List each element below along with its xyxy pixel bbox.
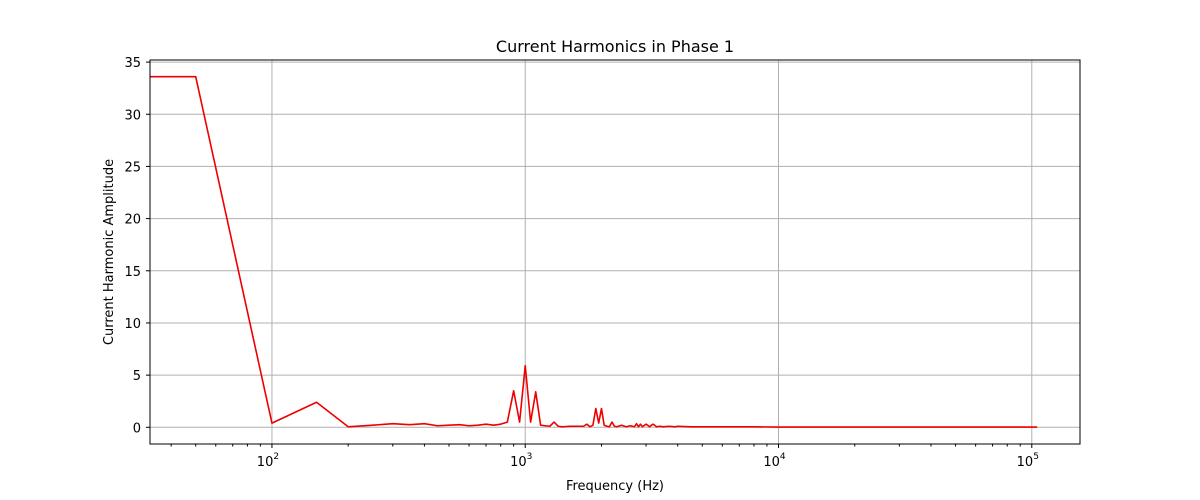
x-tick-label: 102: [257, 452, 279, 470]
y-tick-label: 5: [133, 369, 141, 384]
x-tick-label: 104: [763, 452, 786, 470]
x-tick-base: 10: [510, 455, 527, 470]
plot-frame: [149, 59, 1081, 445]
x-tick-base: 10: [257, 455, 274, 470]
x-tick-label: 103: [510, 452, 532, 470]
y-tick-label: 10: [124, 317, 141, 332]
y-tick-label: 35: [124, 56, 141, 71]
grid-lines: [150, 60, 1080, 444]
y-tick-label: 15: [124, 265, 141, 280]
x-tick-base: 10: [763, 455, 780, 470]
x-tick-exponent: 3: [527, 452, 533, 462]
y-axis-label: Current Harmonic Amplitude: [102, 159, 117, 345]
plot-background: [150, 60, 1080, 444]
x-tick-exponent: 4: [780, 452, 786, 462]
x-tick-exponent: 2: [273, 452, 279, 462]
chart-title: Current Harmonics in Phase 1: [496, 37, 734, 56]
x-tick-exponent: 5: [1033, 452, 1039, 462]
y-tick-label: 20: [124, 213, 141, 228]
series-layer: [150, 75, 1038, 428]
y-tick-label: 0: [133, 421, 141, 436]
x-axis-label: Frequency (Hz): [566, 479, 664, 494]
x-tick-label: 105: [1017, 452, 1039, 470]
x-tick-base: 10: [1017, 455, 1034, 470]
y-tick-label: 30: [124, 108, 141, 123]
series-line: [150, 75, 1038, 428]
y-tick-label: 25: [124, 160, 141, 175]
